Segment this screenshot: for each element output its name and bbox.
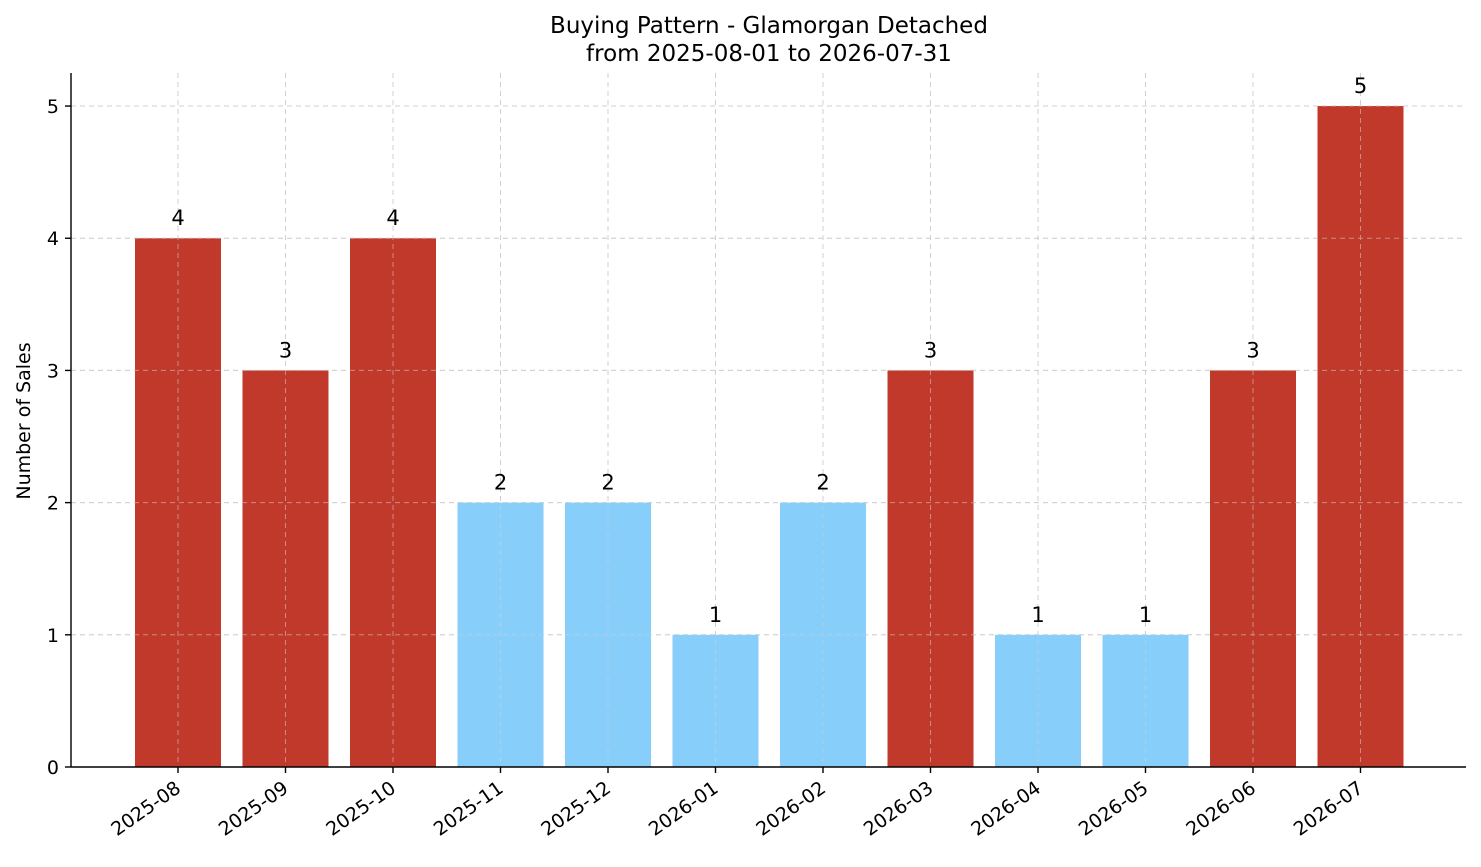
x-tick-label-2026-03: 2026-03 [860, 777, 938, 841]
chart-subtitle: from 2025-08-01 to 2026-07-31 [586, 41, 952, 67]
data-label-2025-08: 4 [171, 206, 184, 230]
bar-2026-04 [995, 634, 1081, 767]
data-label-2025-11: 2 [494, 471, 507, 495]
x-tick-label-2025-11: 2025-11 [430, 777, 508, 841]
data-label-2025-10: 4 [386, 206, 399, 230]
data-labels: 4 3 4 2 2 1 2 3 1 1 3 5 [171, 74, 1367, 627]
x-tick-label-2026-04: 2026-04 [967, 777, 1045, 841]
y-tick-label: 1 [47, 625, 59, 647]
y-tick-label: 3 [47, 360, 59, 382]
y-tick-label: 5 [47, 96, 59, 118]
data-label-2026-02: 2 [816, 471, 829, 495]
x-tick-label-2026-02: 2026-02 [752, 777, 830, 841]
data-label-2026-06: 3 [1246, 338, 1259, 362]
y-axis-label: Number of Sales [13, 342, 35, 499]
grid-overlay [71, 73, 1466, 767]
data-label-2025-12: 2 [601, 471, 614, 495]
x-tick-label-2026-05: 2026-05 [1075, 777, 1153, 841]
y-tick-label: 0 [47, 757, 59, 779]
data-label-2026-04: 1 [1031, 603, 1044, 627]
x-tick-label-2026-01: 2026-01 [645, 777, 723, 841]
y-tick-label: 4 [47, 228, 59, 250]
data-label-2026-05: 1 [1139, 603, 1152, 627]
x-axis-ticks: 2025-08 2025-09 2025-10 2025-11 2025-12 2026-… [107, 767, 1367, 841]
y-tick-label: 2 [47, 493, 59, 515]
data-label-2026-01: 1 [709, 603, 722, 627]
data-label-2026-07: 5 [1354, 74, 1367, 98]
chart-title: Buying Pattern - Glamorgan Detached [550, 13, 988, 39]
x-tick-label-2025-09: 2025-09 [215, 777, 293, 841]
bar-2026-05 [1102, 634, 1189, 767]
x-tick-label-2025-10: 2025-10 [322, 777, 400, 841]
x-tick-label-2025-12: 2025-12 [537, 777, 615, 841]
bar-2026-01 [672, 634, 759, 767]
y-axis-ticks: 0 1 2 3 4 5 [47, 96, 71, 779]
data-label-2026-03: 3 [924, 338, 937, 362]
x-tick-label-2026-07: 2026-07 [1290, 777, 1368, 841]
x-tick-label-2026-06: 2026-06 [1182, 777, 1260, 841]
x-tick-label-2025-08: 2025-08 [107, 777, 185, 841]
data-label-2025-09: 3 [279, 338, 292, 362]
bars [135, 106, 1404, 768]
